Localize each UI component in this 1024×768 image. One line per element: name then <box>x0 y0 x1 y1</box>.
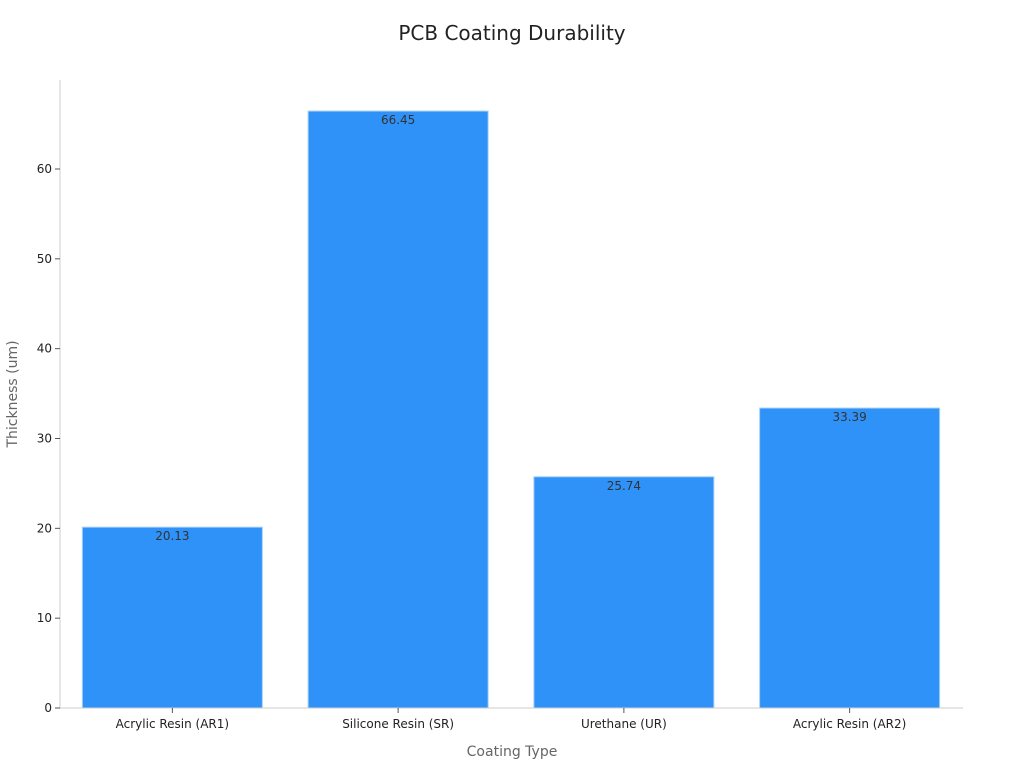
bar <box>307 110 489 709</box>
bar-value-label: 33.39 <box>832 410 866 424</box>
x-axis: Acrylic Resin (AR1) Silicone Resin (SR) Ur… <box>60 707 963 731</box>
x-axis-label: Coating Type <box>467 744 558 760</box>
bars: 20.13 66.45 25.74 33.39 <box>81 110 941 709</box>
y-tick-label: 30 <box>37 432 52 446</box>
y-axis: 0 10 20 30 40 50 60 <box>37 80 61 715</box>
bar <box>759 407 941 709</box>
y-tick-label: 40 <box>37 342 52 356</box>
bar-value-label: 66.45 <box>381 113 415 127</box>
y-tick-label: 20 <box>37 521 52 535</box>
x-tick-label: Urethane (UR) <box>581 717 667 731</box>
x-tick-label: Silicone Resin (SR) <box>342 717 454 731</box>
bar <box>533 476 715 709</box>
bar-value-label: 25.74 <box>607 479 641 493</box>
x-tick-label: Acrylic Resin (AR2) <box>793 717 906 731</box>
y-tick-label: 60 <box>37 162 52 176</box>
bar <box>81 526 263 709</box>
chart-title: PCB Coating Durability <box>398 21 625 45</box>
bar-value-label: 20.13 <box>155 529 189 543</box>
y-tick-label: 10 <box>37 611 52 625</box>
y-tick-label: 50 <box>37 252 52 266</box>
x-tick-label: Acrylic Resin (AR1) <box>116 717 229 731</box>
y-tick-label: 0 <box>44 701 52 715</box>
y-axis-label: Thickness (um) <box>5 340 21 448</box>
